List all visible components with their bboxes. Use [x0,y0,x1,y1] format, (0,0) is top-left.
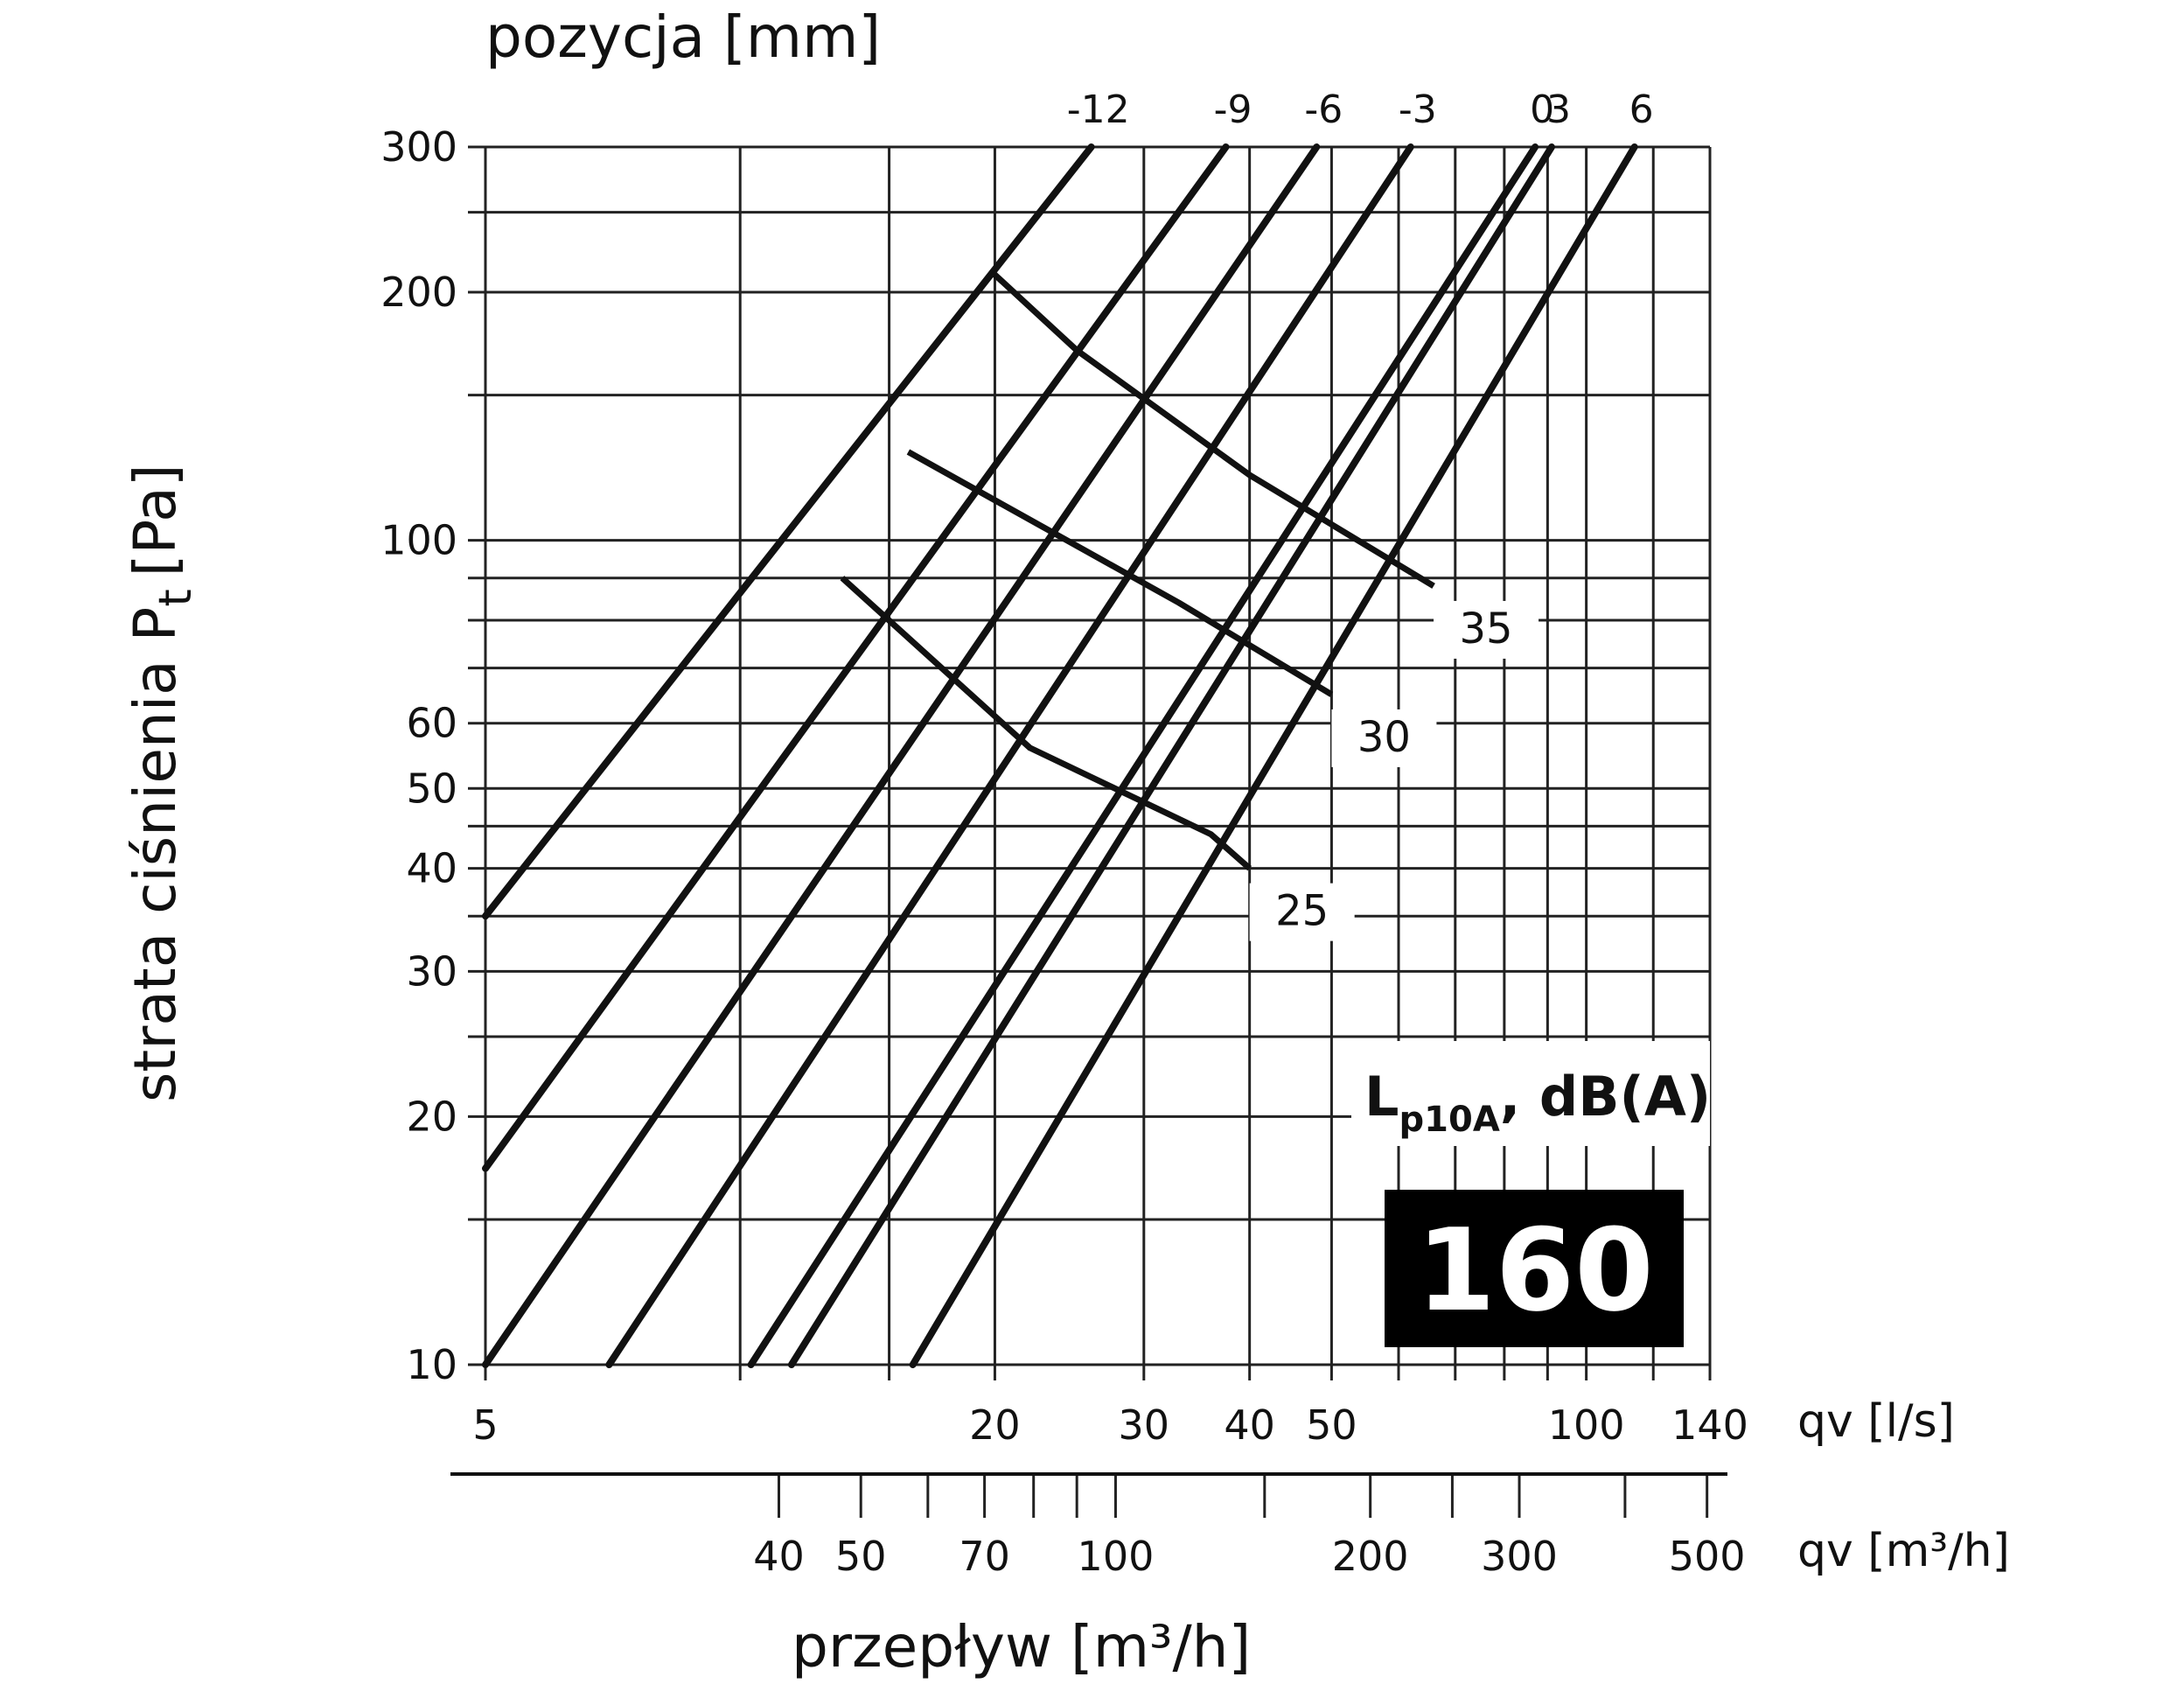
x-tick-label-ls: 20 [969,1401,1021,1449]
position-line [747,143,1539,1368]
x-axis-title: przepływ [m³/h] [792,1613,1251,1680]
sound-label: 30 [1357,713,1411,762]
position-line [482,143,1321,1368]
position-label: -9 [1214,87,1252,132]
y-axis-title-unit: [Pa] [122,465,189,577]
position-line [482,143,1230,1172]
y-tick-label: 30 [406,947,457,995]
position-line [909,143,1638,1368]
position-line [482,143,1095,920]
x-tick-label-m3h: 300 [1481,1533,1558,1580]
x-tick-label-m3h: 500 [1669,1533,1746,1580]
x-tick-label-m3h: 200 [1332,1533,1409,1580]
position-label: -12 [1067,87,1130,132]
sound-legend-rest: , dB(A) [1500,1065,1711,1128]
top-axis-title: pozycja [mm] [485,3,881,71]
y-axis-title: strata ciśnienia Pt [Pa] [122,465,202,1103]
sound-label: 35 [1460,604,1513,653]
x-unit-m3h: qv [m³/h] [1797,1525,2010,1577]
position-label: -6 [1304,87,1343,132]
position-label: 6 [1629,87,1654,132]
size-badge [1385,1190,1684,1347]
x-tick-label-ls: 100 [1548,1401,1625,1449]
x-tick-label-ls: 30 [1119,1401,1170,1449]
x-tick-label-m3h: 70 [959,1533,1010,1580]
legend-mask [1351,1041,1710,1146]
y-tick-label: 50 [406,765,457,812]
position-label: 3 [1546,87,1571,132]
sound-label-bg [1434,600,1539,659]
y-axis-title-main: strata ciśnienia P [122,607,189,1102]
x-unit-ls: qv [l/s] [1797,1395,1955,1448]
y-tick-label: 40 [406,845,457,892]
sound-curve [993,272,1435,589]
series-lines [482,143,1638,1368]
position-label: 0 [1530,87,1554,132]
y-tick-label: 20 [406,1093,457,1140]
grid [468,145,1712,1380]
x-tick-label-m3h: 40 [753,1533,805,1580]
y-tick-label: 10 [406,1341,457,1388]
x-tick-label-ls: 50 [1306,1401,1357,1449]
size-badge-text: 160 [1416,1204,1653,1337]
sound-label-bg [1331,709,1437,767]
position-label: -3 [1399,87,1437,132]
y-tick-label: 60 [406,700,457,747]
sound-label: 25 [1275,887,1329,936]
sound-legend-main: L [1364,1065,1399,1128]
position-line [787,143,1556,1368]
sound-curve [906,449,1334,697]
sound-curves: 25 30 35 [840,272,1539,941]
y-axis-title-sub: t [150,589,202,606]
x-tick-label-m3h: 50 [835,1533,887,1580]
x-tick-label-ls: 40 [1224,1401,1275,1449]
sound-legend: Lp10A, dB(A) [1364,1065,1711,1140]
x-tick-label-ls: 140 [1671,1401,1748,1449]
x-tick-label-ls: 5 [472,1401,498,1449]
y-tick-label: 200 [380,269,457,316]
x-tick-label-m3h: 100 [1078,1533,1155,1580]
y-tick-label: 300 [380,123,457,171]
sound-curve [840,576,1252,871]
sound-label-bg [1249,883,1355,941]
sound-legend-sub: p10A [1399,1100,1500,1140]
y-tick-label: 100 [380,517,457,564]
position-line [605,143,1414,1368]
